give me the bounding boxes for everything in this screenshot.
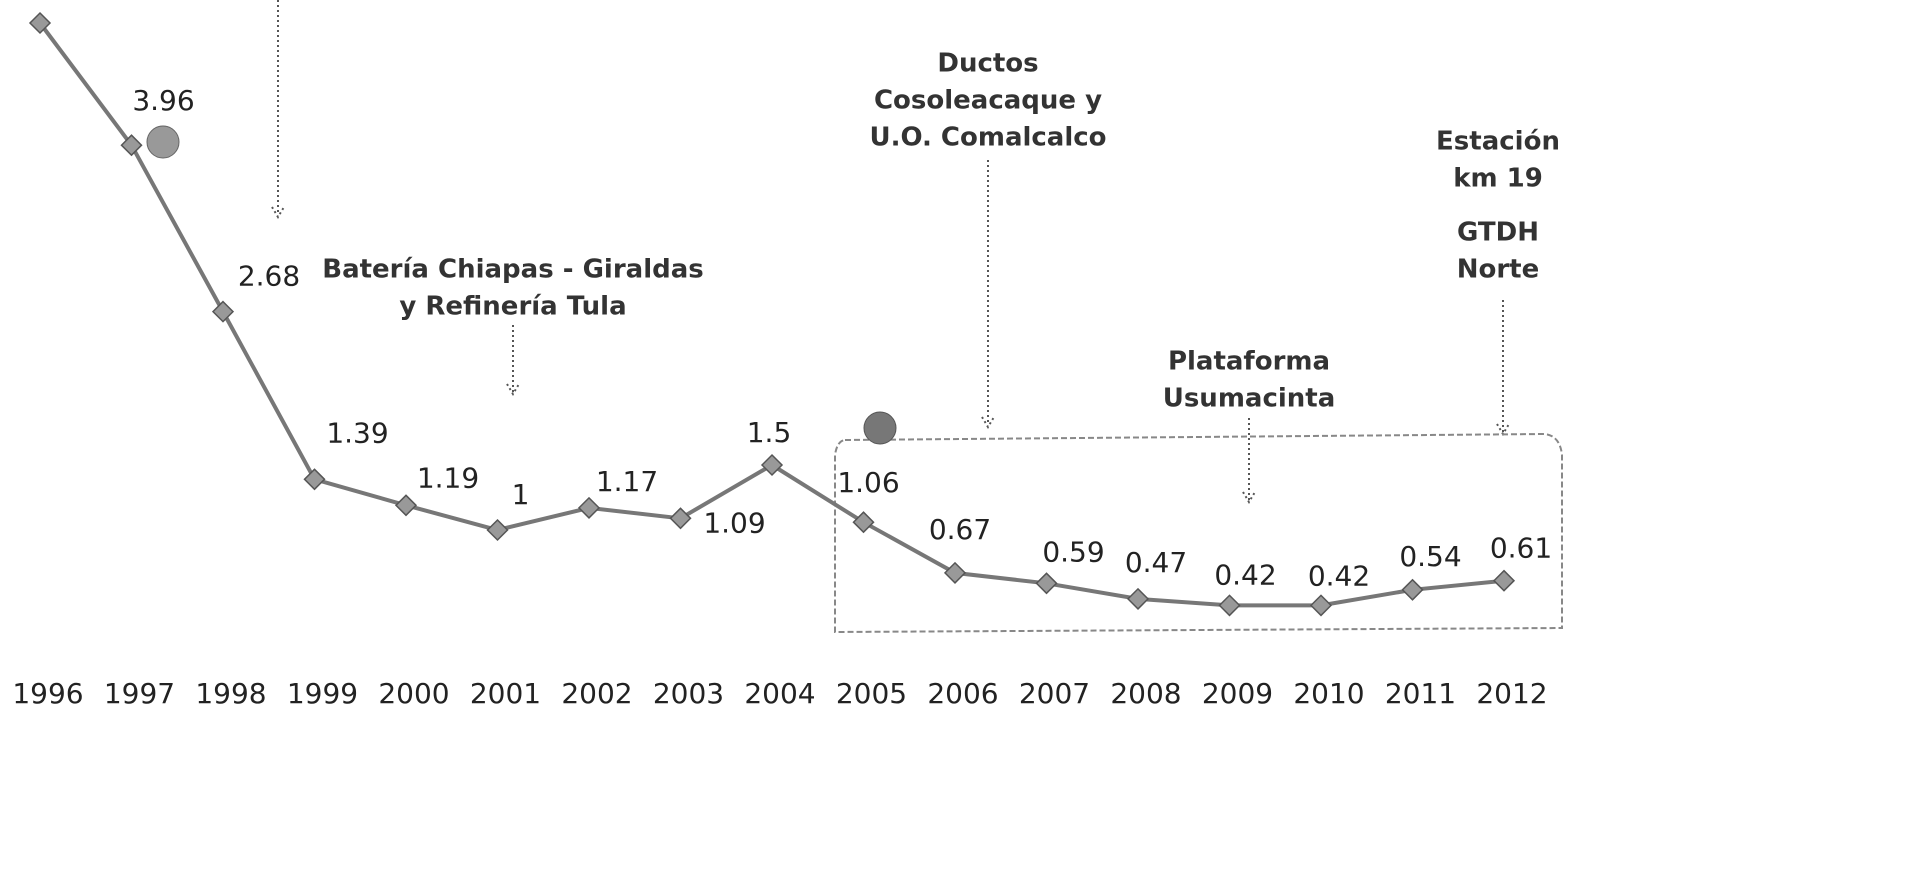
marker [1218,594,1241,617]
annotation: GTDH [1457,218,1539,248]
marker [120,134,143,157]
highlight-box [834,432,1563,634]
marker [1401,578,1424,601]
x-tick-label: 2008 [1110,677,1181,710]
x-tick-label: 1997 [104,677,175,710]
marker [486,518,509,542]
annotation: Ductos [937,49,1038,79]
marker [1492,569,1516,592]
annotation: Cosoleacaque y [874,86,1102,116]
annotation: Estación [1436,127,1560,157]
data-label: 1.19 [417,461,479,494]
x-tick-label: 2011 [1385,677,1456,710]
data-label: 0.42 [1214,558,1276,591]
arrow [981,160,995,429]
dot [146,125,180,159]
annotation: Batería Chiapas - Giraldas [322,255,704,285]
marker [943,561,967,584]
annotation: U.O. Comalcalco [869,123,1106,153]
x-tick-label: 2001 [470,677,541,710]
x-tick-label: 2002 [561,677,632,710]
data-label: 1 [512,478,530,511]
marker [394,494,418,517]
marker [1126,587,1150,610]
data-label: 2.68 [238,260,300,293]
data-label: 0.67 [929,513,991,546]
arrow [1496,300,1510,436]
marker [1309,594,1333,617]
dot [863,411,897,445]
x-tick-label: 1999 [287,677,358,710]
annotation: Usumacinta [1163,384,1336,414]
marker [669,507,692,530]
marker [577,496,601,519]
data-label: 1.06 [837,466,899,499]
x-tick-label: 2006 [927,677,998,710]
data-label: 0.42 [1308,559,1370,592]
decorations [146,0,1563,634]
marker [852,511,875,534]
data-label: 1.09 [703,506,765,539]
marker [760,453,784,477]
data-label: 3.96 [132,84,194,117]
arrow [1242,418,1256,504]
marker [28,11,52,35]
x-tick-label: 2000 [378,677,449,710]
x-tick-label: 2004 [744,677,815,710]
x-tick-label: 2012 [1476,677,1547,710]
x-tick-label: 2009 [1202,677,1273,710]
data-label: 1.5 [747,416,792,449]
data-label: 0.47 [1125,546,1187,579]
line [38,21,1505,608]
marker [1035,572,1058,595]
arrow [271,0,285,219]
arrow [506,325,520,396]
data-label: 1.39 [326,416,388,449]
annotation: y Refinería Tula [399,292,626,322]
data-label: 0.59 [1042,535,1104,568]
x-tick-label: 1996 [12,677,83,710]
data-label: 0.54 [1399,540,1461,573]
x-tick-label: 1998 [195,677,266,710]
annotation: Norte [1457,255,1540,285]
x-tick-label: 2007 [1019,677,1090,710]
data-label: 0.61 [1490,532,1552,565]
marker [303,468,326,491]
marker [211,300,235,323]
annotation: Plataforma [1168,347,1330,377]
x-tick-label: 2010 [1293,677,1364,710]
data-label: 1.17 [596,465,658,498]
x-tick-label: 2005 [836,677,907,710]
x-tick-label: 2003 [653,677,724,710]
annotation: km 19 [1453,164,1543,194]
